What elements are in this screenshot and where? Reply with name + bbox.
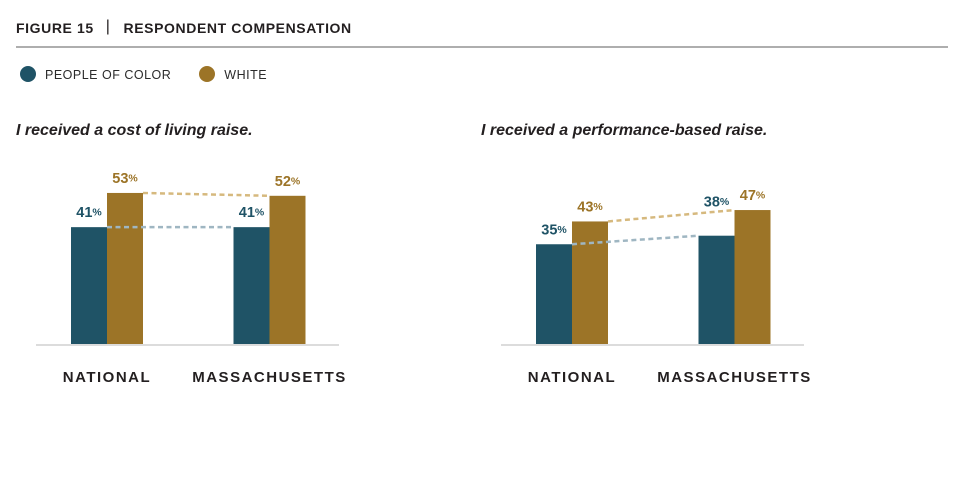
connector-line [142,191,270,198]
figure-label: FIGURE 15 [16,20,94,36]
value-label: 35% [541,222,567,238]
value-label: 43% [577,199,603,215]
connector-line [571,234,699,246]
legend-item-white: WHITE [199,66,267,82]
figure-title: RESPONDENT COMPENSATION [123,20,352,36]
bar [734,210,771,344]
connector-line [607,208,735,223]
chart-title: I received a performance-based raise. [481,122,768,139]
chart-cost-of-living-raise: I received a cost of living raise. 41% 41… [16,120,416,415]
chart-canvas: 41% 41% 53% 52% NATIONAL MASSACHUSETTS [36,171,347,386]
bar [107,192,143,344]
value-label: 53% [112,171,138,187]
chart-canvas: 35% 38% 43% 47% NATIONAL MASSACHUSETTS [501,188,812,386]
legend: PEOPLE OF COLOR WHITE [20,66,267,82]
legend-dot-icon [20,66,36,82]
category-label: NATIONAL [528,369,616,386]
chart-title: I received a cost of living raise. [16,122,253,139]
header-rule [16,46,948,48]
figure-header: FIGURE 15 | RESPONDENT COMPENSATION [16,18,352,37]
value-label: 47% [740,188,766,204]
category-label: NATIONAL [63,369,151,386]
bar [698,235,735,344]
bar [71,227,107,344]
category-label: MASSACHUSETTS [192,369,347,386]
legend-label: WHITE [224,67,268,82]
header-separator: | [105,18,111,35]
legend-label: PEOPLE OF COLOR [45,67,172,82]
chart-performance-based-raise: I received a performance-based raise. 35… [481,120,881,415]
value-label: 41% [239,205,265,221]
bar [233,227,270,344]
legend-item-people-of-color: PEOPLE OF COLOR [20,66,171,82]
category-label: MASSACHUSETTS [657,369,812,386]
bar [536,244,572,344]
value-label: 38% [704,195,730,211]
bar [572,221,608,344]
value-label: 41% [76,205,102,221]
value-label: 52% [275,174,301,190]
legend-dot-icon [199,66,216,82]
bar [269,195,306,344]
